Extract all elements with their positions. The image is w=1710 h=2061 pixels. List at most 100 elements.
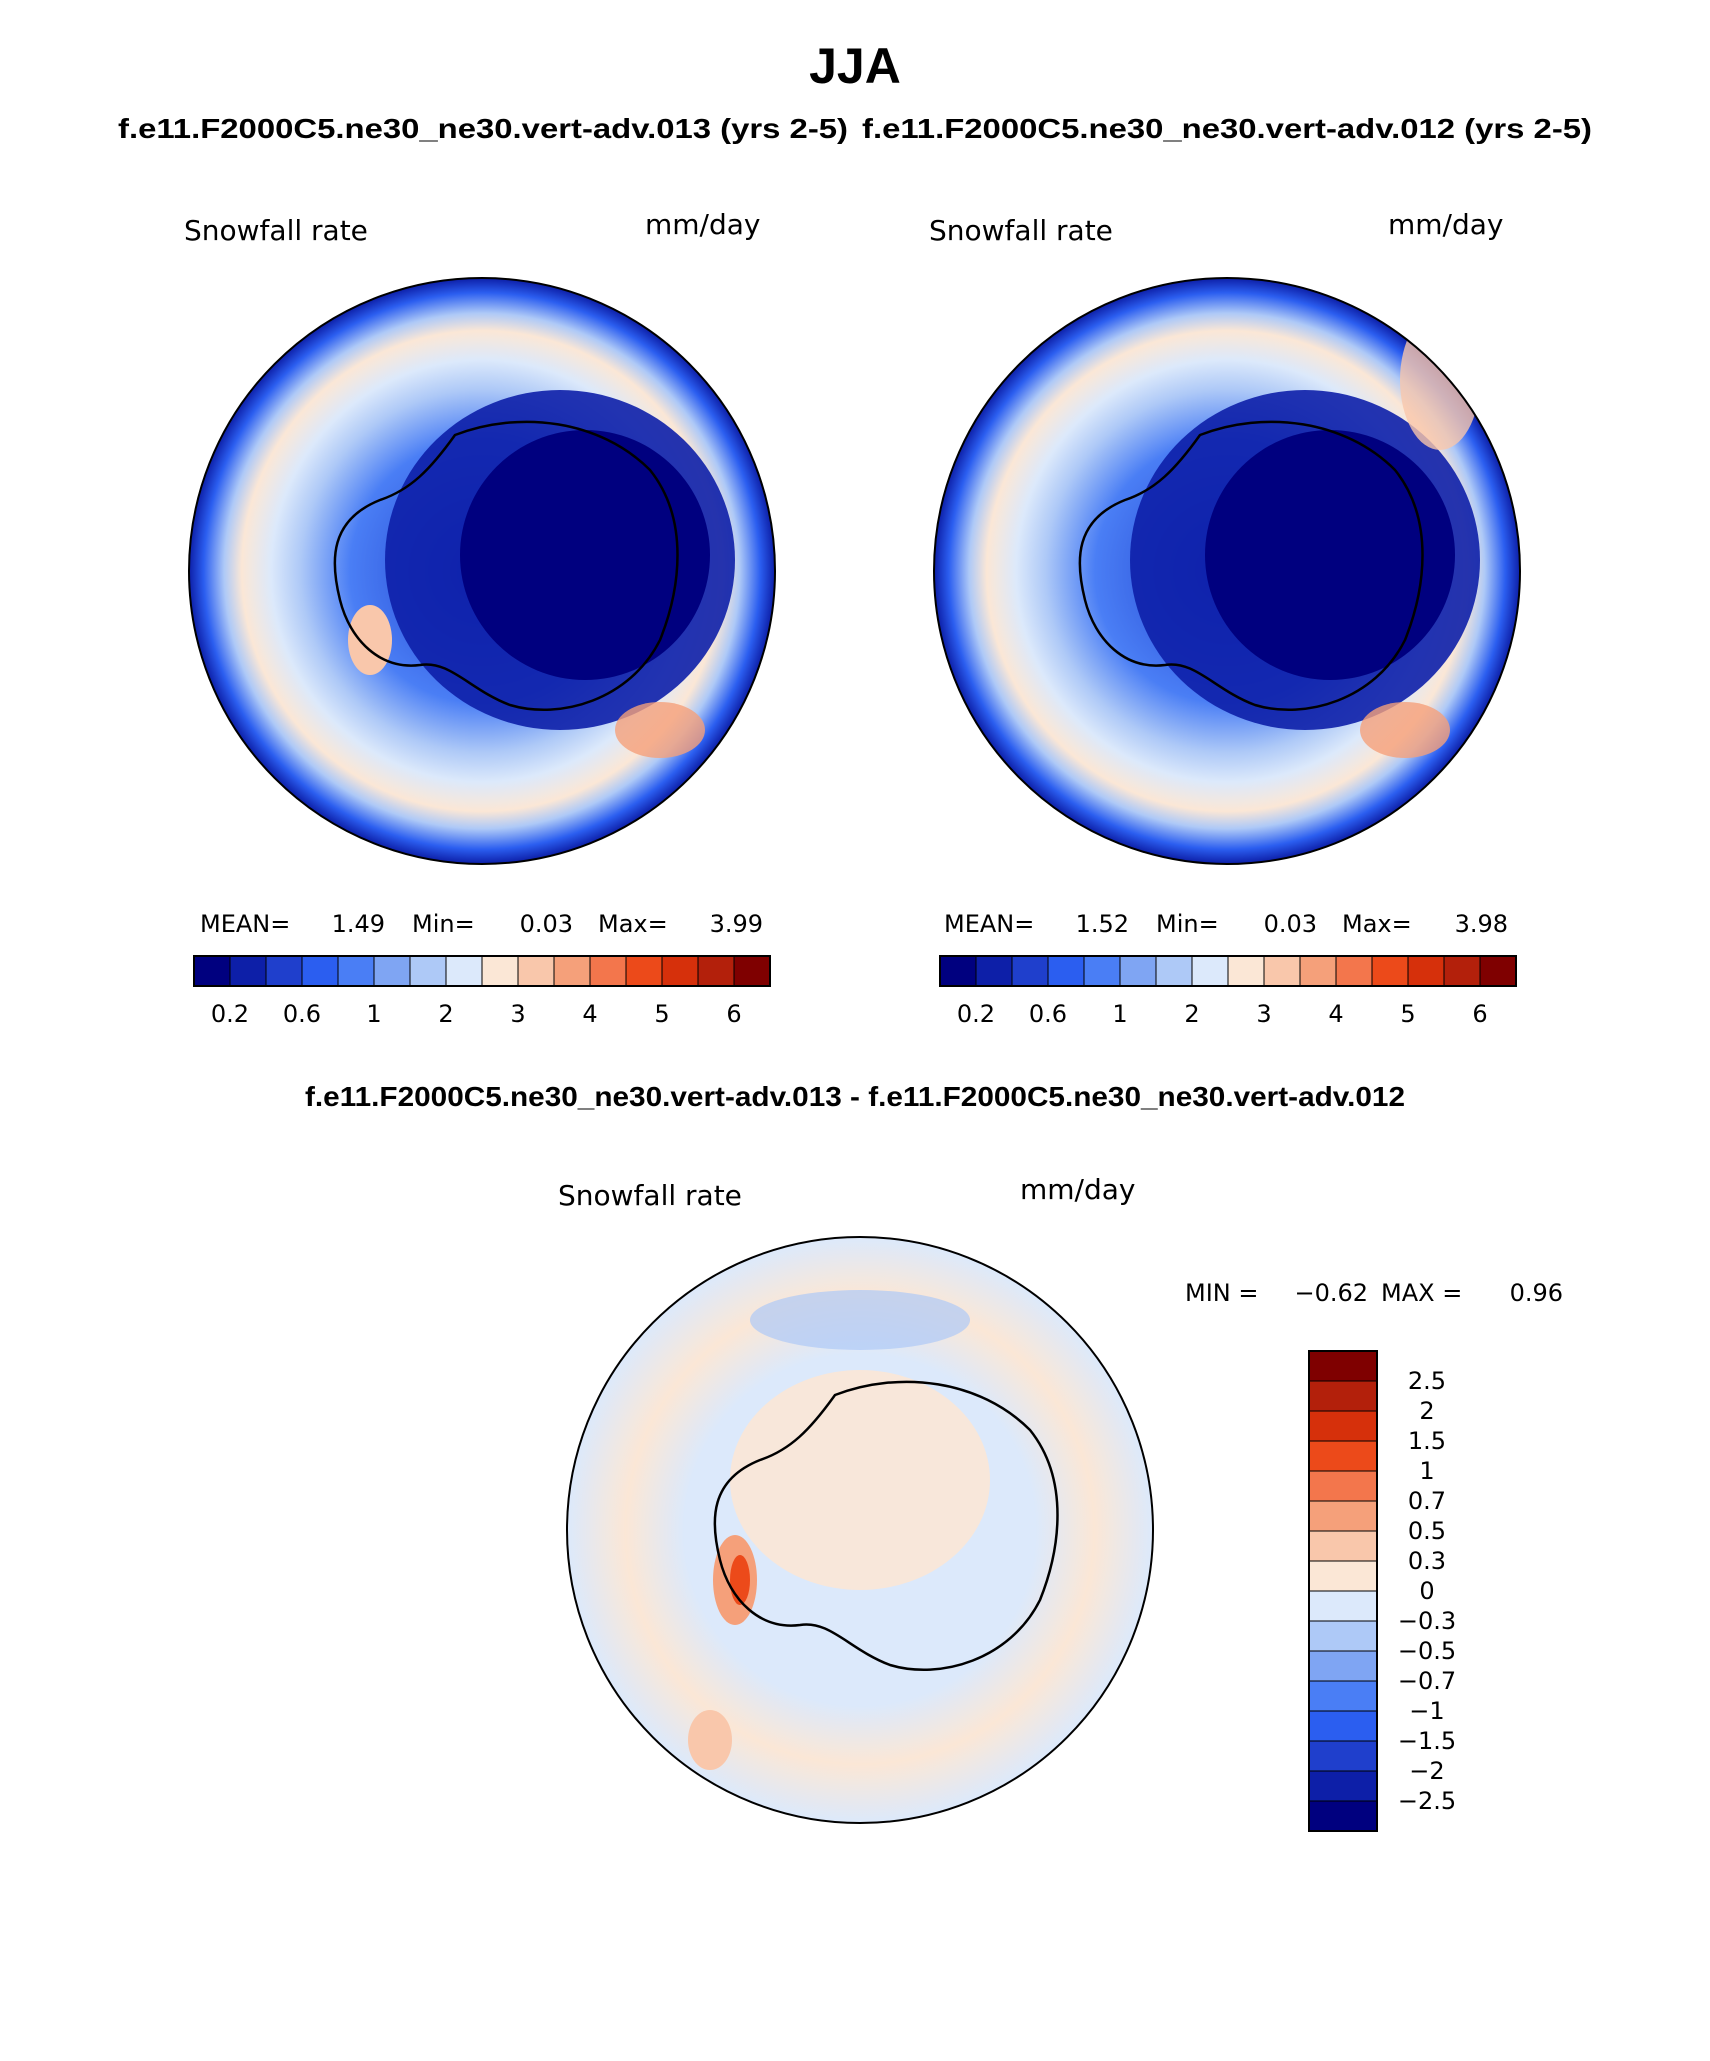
colorbar-swatch: [1308, 1410, 1378, 1442]
colorbar-swatch: [1308, 1620, 1378, 1652]
stat-max-value: 0.96: [1510, 1279, 1563, 1307]
colorbar-frame: [1308, 1350, 1378, 1832]
units-label: mm/day: [645, 208, 761, 241]
colorbar-tick-label: −1.5: [1398, 1727, 1456, 1755]
stat-min-label: MIN =: [1185, 1279, 1258, 1307]
colorbar-swatch: [409, 955, 447, 987]
colorbar-tick-label: −0.3: [1398, 1607, 1456, 1635]
colorbar-tick-label: 6: [1472, 1000, 1487, 1028]
stat-max-value: 3.99: [710, 910, 763, 938]
variable-label: Snowfall rate: [184, 214, 368, 247]
colorbar-swatch: [661, 955, 699, 987]
stat-mean-label: MEAN=: [944, 910, 1034, 938]
coastline-right: [1078, 420, 1424, 712]
stat-min-label: Min=: [1156, 910, 1219, 938]
colorbar-swatch: [1371, 955, 1409, 987]
colorbar-swatch: [1011, 955, 1049, 987]
colorbar-tick-label: 0.2: [211, 1000, 249, 1028]
subtitle-right: f.e11.F2000C5.ne30_ne30.vert-adv.012 (yr…: [862, 113, 1592, 144]
colorbar-tick-label: 1: [366, 1000, 381, 1028]
colorbar-frame: [939, 955, 1517, 987]
variable-label: Snowfall rate: [558, 1179, 742, 1212]
units-label: mm/day: [1020, 1173, 1136, 1206]
colorbar-swatch: [1479, 955, 1517, 987]
subtitle-left: f.e11.F2000C5.ne30_ne30.vert-adv.013 (yr…: [118, 113, 848, 144]
map-diff: [567, 1237, 1153, 1823]
colorbar-swatch: [1407, 955, 1445, 987]
stat-mean-label: MEAN=: [200, 910, 290, 938]
stat-max-label: Max=: [1342, 910, 1412, 938]
figure-title: JJA: [809, 38, 901, 94]
colorbar-swatch: [1119, 955, 1157, 987]
colorbar-tick-label: 0.2: [957, 1000, 995, 1028]
stat-min-value: 0.03: [520, 910, 573, 938]
colorbar-tick-label: 2: [1184, 1000, 1199, 1028]
panel-left: Snowfall rate mm/day MEAN= 1.49 Min= 0.0…: [184, 208, 776, 1028]
colorbar-swatch: [1299, 955, 1337, 987]
colorbar-tick-label: 0.6: [283, 1000, 321, 1028]
stat-max-value: 3.98: [1455, 910, 1508, 938]
map-border: [933, 277, 1521, 865]
colorbar-tick-label: −1: [1409, 1697, 1444, 1725]
colorbar-swatch: [1047, 955, 1085, 987]
colorbar-tick-label: 1.5: [1408, 1427, 1446, 1455]
colorbar-swatch: [1308, 1590, 1378, 1622]
stat-mean-value: 1.49: [332, 910, 385, 938]
coastline-left: [333, 420, 679, 712]
colorbar-swatch: [1308, 1500, 1378, 1532]
colorbar-swatch: [625, 955, 663, 987]
colorbar-tick-label: 0.3: [1408, 1547, 1446, 1575]
stat-mean-value: 1.52: [1076, 910, 1129, 938]
map-left: [189, 278, 775, 864]
colorbar-swatch: [1443, 955, 1481, 987]
colorbar-tick-label: 0.6: [1029, 1000, 1067, 1028]
colorbar-swatch: [193, 955, 231, 987]
colorbar-swatch: [445, 955, 483, 987]
colorbar-frame: [193, 955, 771, 987]
colorbar-swatch: [229, 955, 267, 987]
colorbar-tick-label: −0.7: [1398, 1667, 1456, 1695]
colorbar-swatch: [337, 955, 375, 987]
colorbar-tick-label: 2: [1419, 1397, 1434, 1425]
colorbar-swatch: [1083, 955, 1121, 987]
colorbar-swatch: [1308, 1530, 1378, 1562]
colorbar-swatch: [481, 955, 519, 987]
units-label: mm/day: [1388, 208, 1504, 241]
colorbar-tick-label: 5: [654, 1000, 669, 1028]
colorbar-swatch: [517, 955, 555, 987]
colorbar-swatch: [1308, 1680, 1378, 1712]
stat-min-value: −0.62: [1294, 1279, 1368, 1307]
colorbar-tick-label: −0.5: [1398, 1637, 1456, 1665]
colorbar-tick-label: 1: [1112, 1000, 1127, 1028]
colorbar-tick-label: 6: [726, 1000, 741, 1028]
colorbar-swatch: [1308, 1350, 1378, 1382]
colorbar-tick-label: 2: [438, 1000, 453, 1028]
colorbar-swatch: [697, 955, 735, 987]
variable-label: Snowfall rate: [929, 214, 1113, 247]
colorbar-swatch: [1308, 1380, 1378, 1412]
colorbar-swatch: [1227, 955, 1265, 987]
colorbar-tick-label: 5: [1400, 1000, 1415, 1028]
subtitle-diff: f.e11.F2000C5.ne30_ne30.vert-adv.013 - f…: [305, 1081, 1405, 1112]
panel-diff: Snowfall rate mm/day MIN = −0.62 MAX = 0…: [558, 1173, 1563, 1832]
colorbar-tick-label: −2: [1409, 1757, 1444, 1785]
colorbar-diff: −2.5−2−1.5−1−0.7−0.5−0.300.30.50.711.522…: [1308, 1350, 1456, 1832]
colorbar-swatch: [939, 955, 977, 987]
colorbar-tick-label: 4: [582, 1000, 597, 1028]
colorbar-swatch: [589, 955, 627, 987]
colorbar-swatch: [553, 955, 591, 987]
map-right: [934, 278, 1520, 864]
colorbar-tick-label: 2.5: [1408, 1367, 1446, 1395]
colorbar-swatch: [1308, 1440, 1378, 1472]
stat-min-value: 0.03: [1264, 910, 1317, 938]
colorbar-swatch: [1308, 1650, 1378, 1682]
colorbar-tick-label: 3: [1256, 1000, 1271, 1028]
colorbar-left: 0.2 0.6 1 2 3 4 5 6: [193, 955, 771, 1028]
colorbar-tick-label: 0.7: [1408, 1487, 1446, 1515]
map-border: [566, 1236, 1154, 1824]
colorbar-swatch: [1308, 1740, 1378, 1772]
colorbar-right: 0.2 0.6 1 2 3 4 5 6: [939, 955, 1517, 1028]
stat-max-label: MAX =: [1381, 1279, 1462, 1307]
colorbar-swatch: [975, 955, 1013, 987]
